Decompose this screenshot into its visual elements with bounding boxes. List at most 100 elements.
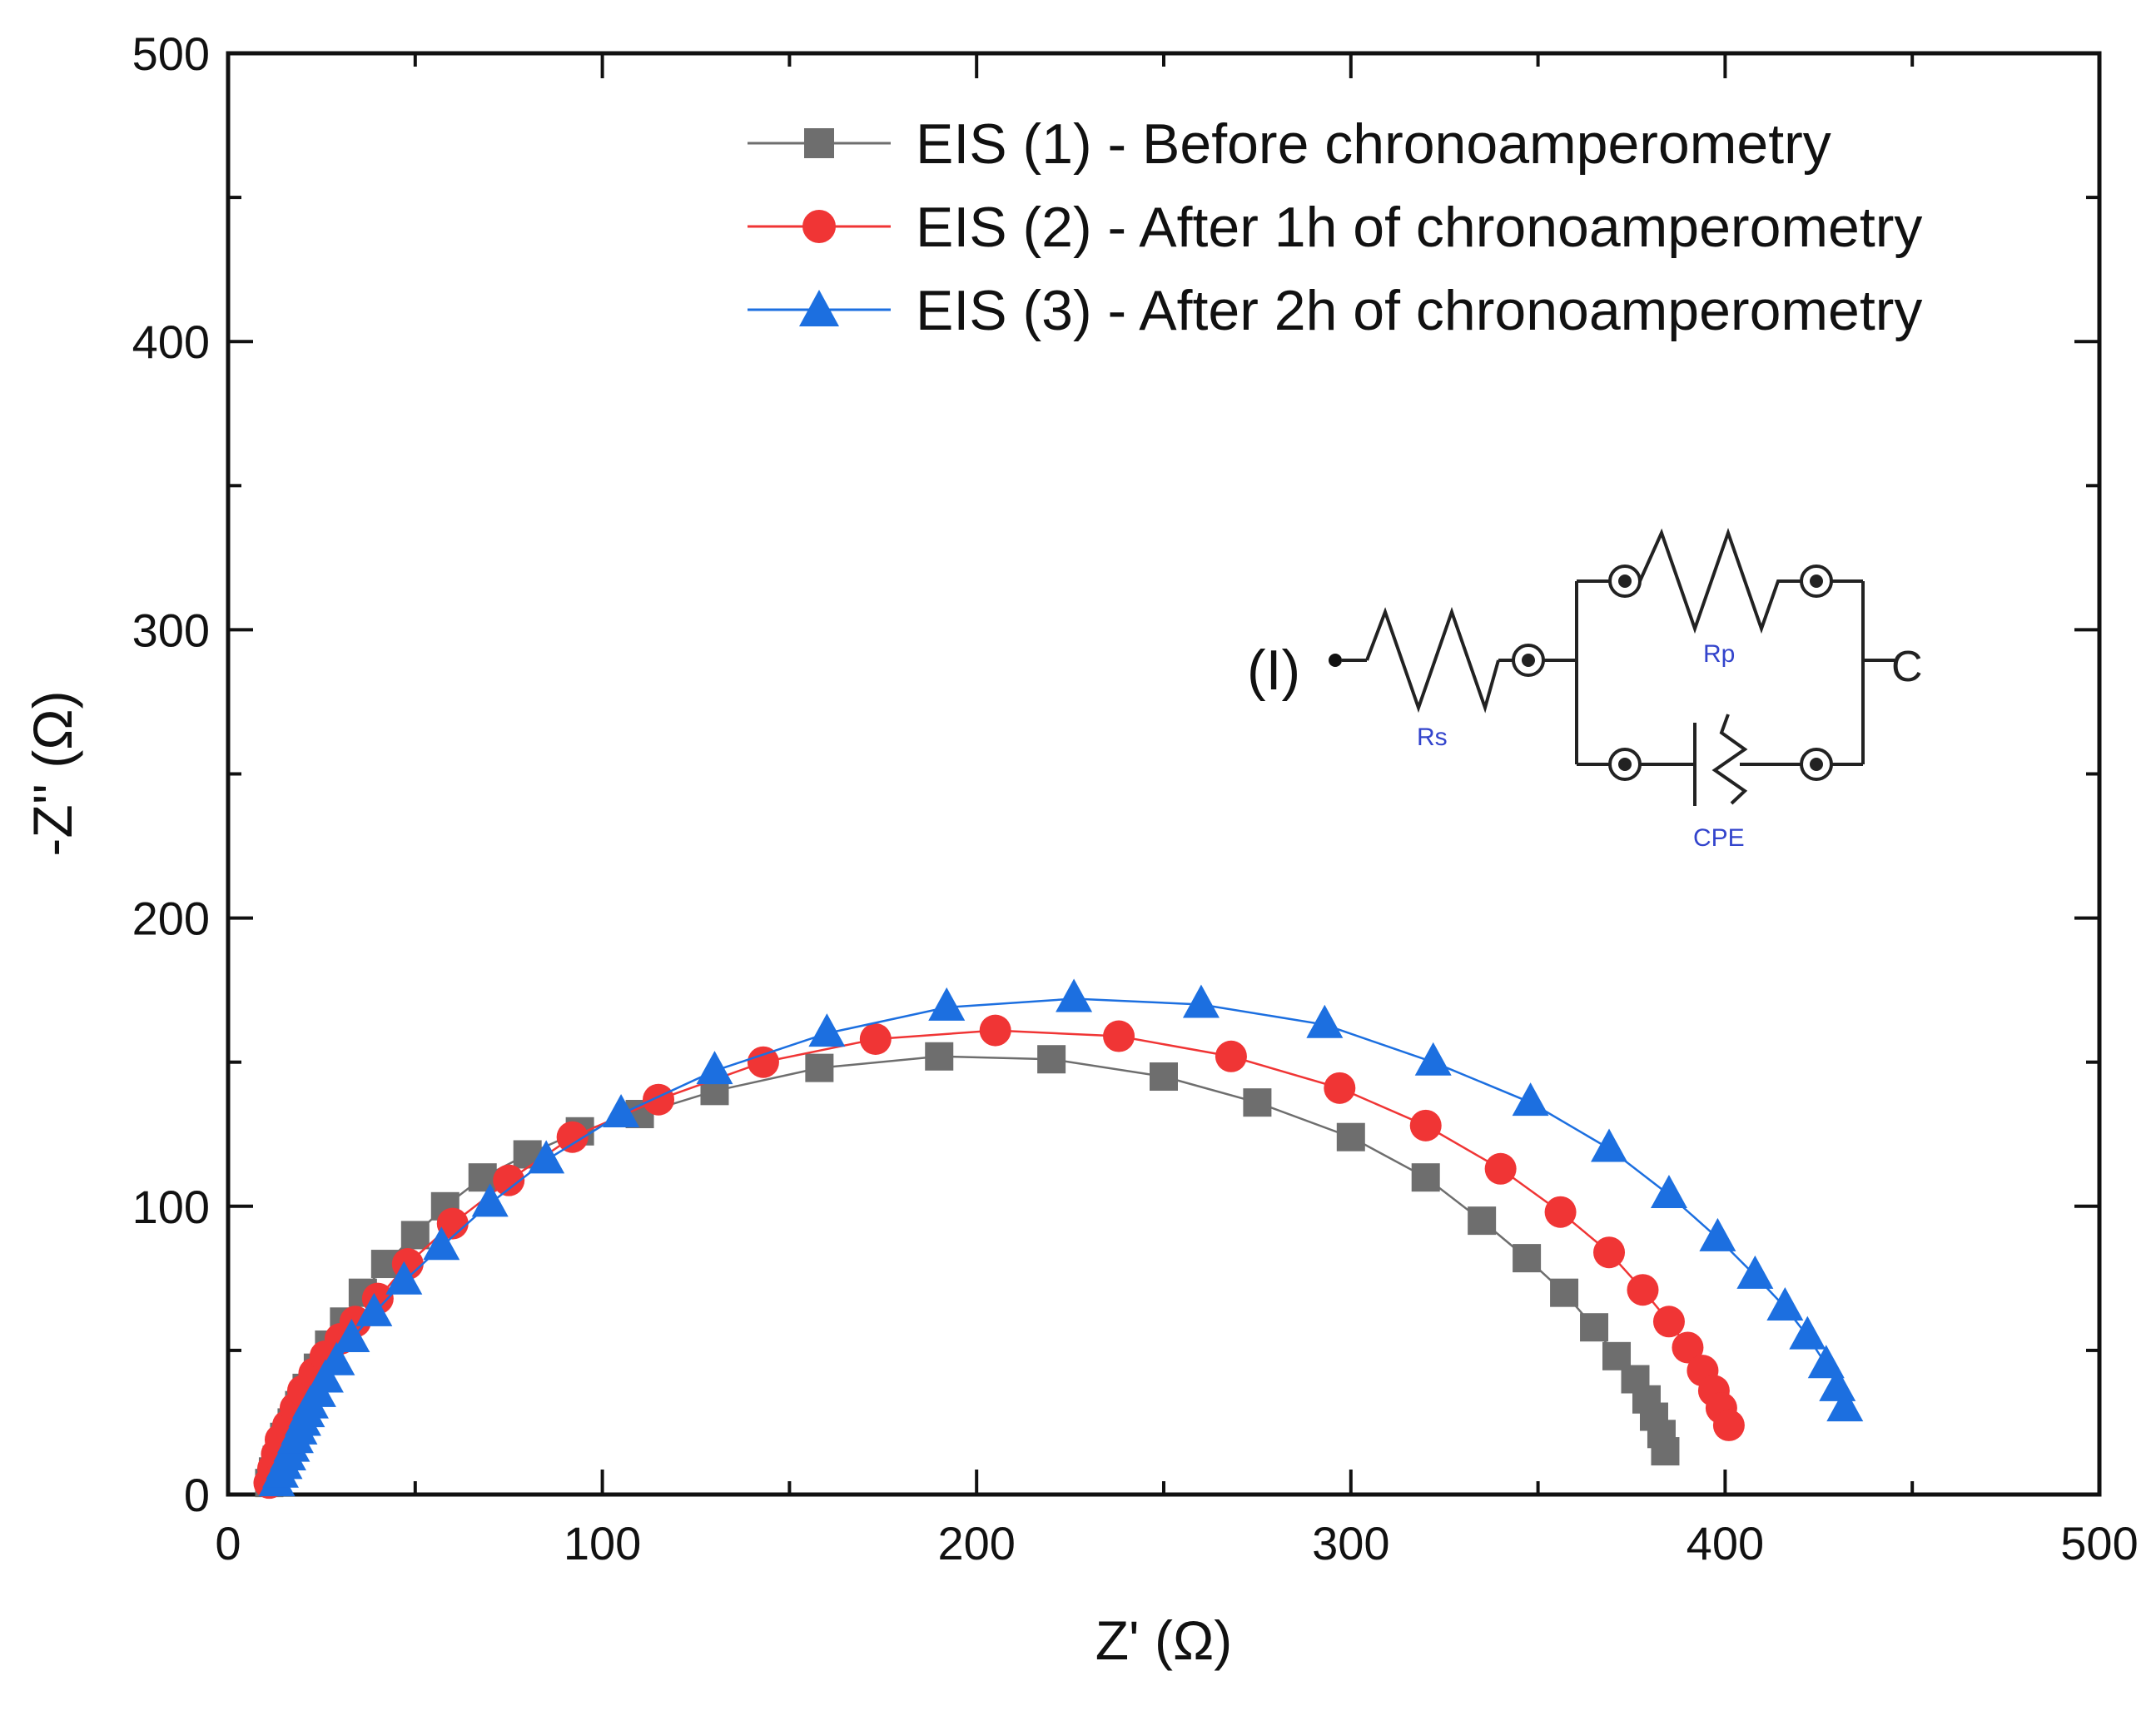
data-point-square — [1411, 1163, 1440, 1192]
plot-frame — [226, 51, 2102, 1497]
data-point-triangle — [1766, 1286, 1804, 1321]
data-point-circle — [1627, 1274, 1659, 1306]
y-tick-label: 300 — [132, 604, 210, 656]
x-tick-label: 300 — [1312, 1517, 1389, 1569]
data-point-circle — [979, 1014, 1011, 1047]
legend-label-2: EIS (2) - After 1h of chronoamperometry — [916, 196, 1922, 259]
x-tick-label: 0 — [215, 1517, 241, 1569]
x-axis-title: Z' (Ω) — [1095, 1609, 1233, 1671]
data-point-circle — [1324, 1072, 1356, 1104]
data-point-circle — [643, 1083, 675, 1116]
data-point-circle — [1484, 1152, 1517, 1185]
data-point-circle — [1652, 1306, 1685, 1338]
circuit-output-label: C — [1891, 643, 1923, 691]
y-tick-label: 400 — [132, 316, 210, 368]
data-point-square — [1336, 1122, 1365, 1151]
data-point-square — [468, 1163, 497, 1192]
legend-marker-circle — [802, 210, 836, 243]
data-point-triangle — [333, 1319, 370, 1353]
node-dot-icon — [1618, 574, 1632, 588]
data-point-square — [1243, 1088, 1272, 1117]
legend-label-1: EIS (1) - Before chronoamperometry — [916, 112, 1831, 176]
series-3 — [258, 978, 1864, 1497]
y-tick-label: 500 — [132, 27, 210, 80]
data-point-triangle — [696, 1051, 733, 1085]
data-point-circle — [1544, 1196, 1577, 1228]
circuit-label-cpe: CPE — [1693, 824, 1745, 852]
circuit-label-rp: Rp — [1703, 640, 1735, 668]
data-point-circle — [1409, 1109, 1442, 1141]
y-axis-ticks: 0 100 200 300 400 500 — [132, 27, 2099, 1521]
data-point-square — [805, 1053, 834, 1082]
data-point-triangle — [1414, 1042, 1452, 1076]
y-tick-label: 100 — [132, 1181, 210, 1233]
data-point-square — [1037, 1045, 1066, 1074]
resistor-rp-symbol — [1638, 527, 1801, 634]
legend-item-3: EIS (3) - After 2h of chronoamperometry — [748, 279, 1922, 342]
series-2-line — [268, 1029, 1731, 1484]
data-point-triangle — [385, 1261, 423, 1295]
data-point-triangle — [1826, 1388, 1864, 1422]
data-point-triangle — [306, 1359, 344, 1393]
data-point-circle — [556, 1121, 589, 1153]
x-tick-label: 200 — [937, 1517, 1015, 1569]
data-point-square — [400, 1221, 430, 1250]
x-tick-label: 400 — [1687, 1517, 1764, 1569]
data-point-triangle — [928, 987, 966, 1021]
data-point-triangle — [1591, 1128, 1628, 1162]
series-1-line — [268, 1055, 1667, 1484]
data-point-square — [1150, 1062, 1178, 1092]
y-tick-label: 0 — [184, 1469, 210, 1521]
node-dot-icon — [1522, 654, 1535, 667]
data-point-square — [1550, 1278, 1579, 1307]
data-point-circle — [1712, 1409, 1745, 1441]
data-point-circle — [1215, 1040, 1247, 1072]
data-point-circle — [859, 1023, 892, 1056]
node-dot-icon — [1810, 758, 1823, 771]
node-dot-icon — [1618, 758, 1632, 771]
cpe-symbol — [1711, 714, 1748, 805]
data-point-square — [1513, 1244, 1542, 1273]
data-point-circle — [1672, 1331, 1704, 1364]
series-layer — [253, 978, 1864, 1500]
resistor-rs-symbol — [1365, 606, 1500, 714]
legend: EIS (1) - Before chronoamperometry EIS (… — [748, 112, 1922, 342]
equivalent-circuit-inset: (I) Rs Rp CPE C — [1247, 527, 1923, 852]
data-point-circle — [1103, 1020, 1135, 1052]
legend-label-3: EIS (3) - After 2h of chronoamperometry — [916, 279, 1922, 342]
data-point-triangle — [1306, 1004, 1344, 1038]
x-axis-ticks: 0 100 200 300 400 500 — [215, 53, 2139, 1569]
data-point-circle — [436, 1207, 469, 1240]
circuit-input-terminal — [1329, 654, 1342, 667]
data-point-triangle — [1699, 1217, 1736, 1251]
y-axis-title: -Z'' (Ω) — [22, 690, 83, 856]
x-tick-label: 100 — [564, 1517, 641, 1569]
node-dot-icon — [1810, 574, 1823, 588]
data-point-triangle — [808, 1013, 846, 1047]
circuit-input-label: (I) — [1247, 639, 1300, 702]
data-point-circle — [747, 1046, 779, 1078]
legend-item-2: EIS (2) - After 1h of chronoamperometry — [748, 196, 1922, 259]
data-point-triangle — [528, 1140, 565, 1174]
data-point-square — [1651, 1437, 1680, 1466]
data-point-square — [1580, 1313, 1609, 1342]
series-1 — [255, 1042, 1680, 1498]
x-tick-label: 500 — [2060, 1517, 2138, 1569]
data-point-triangle — [471, 1183, 509, 1217]
legend-item-1: EIS (1) - Before chronoamperometry — [748, 112, 1831, 176]
data-point-triangle — [355, 1292, 393, 1326]
circuit-label-rs: Rs — [1417, 724, 1448, 751]
data-point-triangle — [423, 1226, 460, 1261]
legend-marker-triangle — [799, 290, 839, 326]
data-point-square — [1468, 1206, 1497, 1236]
legend-marker-square — [804, 128, 834, 158]
data-point-triangle — [1807, 1345, 1845, 1379]
data-point-triangle — [1736, 1255, 1774, 1289]
y-tick-label: 200 — [132, 893, 210, 945]
data-point-circle — [493, 1164, 525, 1196]
data-point-triangle — [1650, 1174, 1687, 1208]
data-point-triangle — [318, 1341, 355, 1375]
data-point-triangle — [1512, 1082, 1549, 1117]
data-point-square — [925, 1042, 954, 1071]
